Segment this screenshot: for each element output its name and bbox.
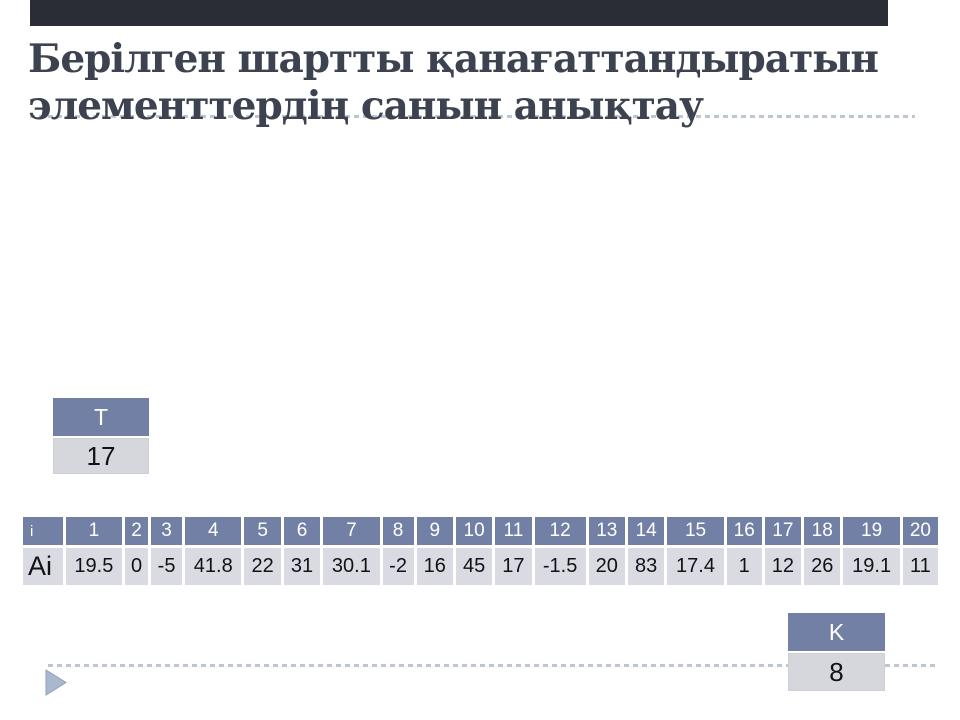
value-cell: 20 bbox=[588, 548, 625, 585]
k-box-value: 8 bbox=[788, 653, 885, 691]
index-header-cell: 4 bbox=[185, 517, 242, 545]
value-cell: 22 bbox=[244, 548, 281, 585]
k-variable-box: K 8 bbox=[788, 613, 885, 691]
index-header-cell: 10 bbox=[455, 517, 493, 545]
values-row: Ai 19.5 0 -5 41.8 22 31 30.1 -2 16 45 17 -1.5 20 83 17… bbox=[23, 548, 938, 585]
value-cell: -2 bbox=[382, 548, 414, 585]
index-header-cell: 12 bbox=[534, 517, 586, 545]
value-cell: 26 bbox=[804, 548, 841, 585]
values-row-label: Ai bbox=[23, 548, 63, 585]
value-cell: 1 bbox=[726, 548, 762, 585]
index-header-cell: 8 bbox=[382, 517, 414, 545]
footer-dotted-rule bbox=[48, 664, 938, 667]
index-header-cell: 13 bbox=[588, 517, 625, 545]
value-cell: 17 bbox=[495, 548, 532, 585]
index-header-cell: 15 bbox=[667, 517, 724, 545]
t-box-header: T bbox=[53, 398, 149, 436]
value-cell: 30.1 bbox=[323, 548, 380, 585]
index-header-cell: 16 bbox=[726, 517, 762, 545]
k-box-header: K bbox=[788, 613, 885, 651]
value-cell: 16 bbox=[416, 548, 453, 585]
value-cell: 0 bbox=[125, 548, 149, 585]
value-cell: -5 bbox=[151, 548, 183, 585]
t-box-value: 17 bbox=[53, 438, 149, 474]
index-header-cell: 3 bbox=[151, 517, 183, 545]
value-cell: 19.5 bbox=[65, 548, 123, 585]
data-table: i 1 2 3 4 5 6 7 8 9 10 11 12 13 14 15 16 17 18 19 20 Ai 19.… bbox=[20, 514, 941, 588]
index-row: i 1 2 3 4 5 6 7 8 9 10 11 12 13 14 15 16 17 18 19 20 bbox=[23, 517, 938, 545]
value-cell: 11 bbox=[902, 548, 938, 585]
index-header-cell: 5 bbox=[244, 517, 281, 545]
index-header-cell: 18 bbox=[804, 517, 841, 545]
page-title: Берілген шартты қанағаттандыратын элемен… bbox=[28, 36, 879, 129]
value-cell: 31 bbox=[283, 548, 321, 585]
index-header-cell: 19 bbox=[843, 517, 900, 545]
top-accent-bar bbox=[30, 0, 888, 26]
t-variable-box: T 17 bbox=[53, 398, 149, 474]
index-row-label: i bbox=[23, 517, 63, 545]
index-header-cell: 14 bbox=[627, 517, 665, 545]
value-cell: 17.4 bbox=[667, 548, 724, 585]
title-underline-rule bbox=[30, 115, 915, 118]
value-cell: 83 bbox=[627, 548, 665, 585]
index-header-cell: 1 bbox=[65, 517, 123, 545]
value-cell: 41.8 bbox=[185, 548, 242, 585]
value-cell: 19.1 bbox=[843, 548, 900, 585]
index-header-cell: 6 bbox=[283, 517, 321, 545]
index-header-cell: 20 bbox=[902, 517, 938, 545]
index-header-cell: 11 bbox=[495, 517, 532, 545]
value-cell: 45 bbox=[455, 548, 493, 585]
value-cell: -1.5 bbox=[534, 548, 586, 585]
slide-arrow-icon bbox=[45, 669, 69, 697]
index-header-cell: 2 bbox=[125, 517, 149, 545]
index-header-cell: 7 bbox=[323, 517, 380, 545]
index-header-cell: 17 bbox=[764, 517, 802, 545]
right-triangle-icon bbox=[45, 669, 67, 696]
value-cell: 12 bbox=[764, 548, 802, 585]
index-header-cell: 9 bbox=[416, 517, 453, 545]
